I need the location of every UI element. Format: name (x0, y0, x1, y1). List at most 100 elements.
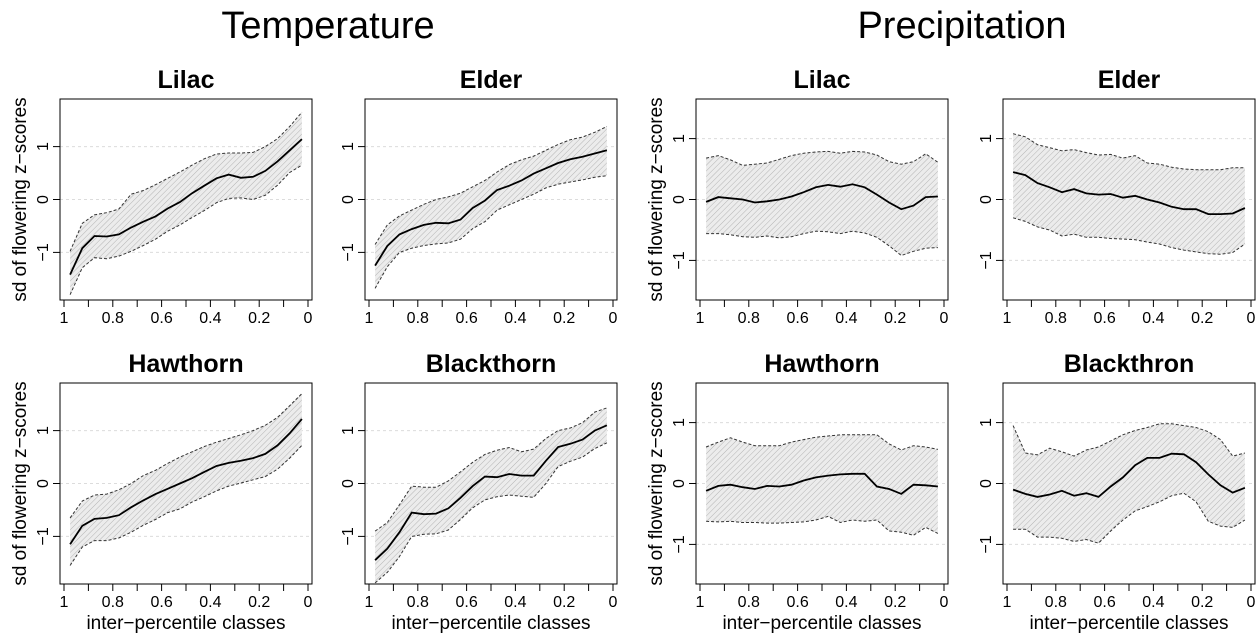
panel-title: Blackthron (1064, 350, 1195, 378)
upper-bound-line (705, 150, 939, 166)
x-tick-label: 0.8 (1045, 310, 1067, 327)
x-tick-label: 0.2 (248, 310, 270, 327)
x-tick-label: 0.6 (455, 594, 477, 611)
panel-title: Elder (1098, 66, 1161, 94)
panels: Lilac 1 0.8 0.6 0.4 0.2 0 −1 0 1 sd of flowering z… (10, 66, 1256, 634)
x-tick-label: 0.2 (248, 594, 270, 611)
y-tick-label: −1 (978, 251, 995, 269)
x-tick-label: 0.4 (504, 594, 526, 611)
upper-bound-line (1012, 423, 1246, 457)
panel-title: Blackthorn (426, 350, 557, 378)
upper-bound-line (69, 393, 303, 519)
x-tick-label: 0.8 (738, 310, 760, 327)
chart-panel-3: Elder 1 0.8 0.6 0.4 0.2 0 −1 0 1 (978, 66, 1256, 327)
panel-title: Lilac (794, 66, 851, 94)
panel-title: Hawthorn (764, 350, 879, 378)
chart-panel-7: Blackthron 1 0.8 0.6 0.4 0.2 0 −1 0 1 inter−percen… (978, 350, 1256, 634)
x-tick-label: 1 (696, 310, 705, 327)
panel-title: Elder (460, 66, 523, 94)
confidence-band (375, 126, 607, 289)
mean-line (374, 149, 608, 267)
x-tick-label: 0.2 (553, 594, 575, 611)
x-tick-label: 1 (365, 594, 374, 611)
y-tick-label: 1 (978, 134, 995, 143)
x-tick-label: 0.2 (1191, 310, 1213, 327)
y-tick-label: 1 (340, 426, 357, 435)
x-tick-label: 0.4 (835, 594, 857, 611)
x-tick-label: 0.6 (1093, 594, 1115, 611)
chart-panel-1: Elder 1 0.8 0.6 0.4 0.2 0 −1 0 1 (340, 66, 618, 327)
x-tick-label: 0.4 (1142, 310, 1164, 327)
y-axis-label: sd of flowering z−scores (646, 381, 667, 585)
confidence-band (706, 434, 938, 536)
x-axis-label: inter−percentile classes (391, 613, 590, 634)
confidence-band (706, 151, 938, 256)
x-tick-label: 0.8 (102, 594, 124, 611)
lower-bound-line (69, 445, 303, 566)
x-tick-label: 1 (60, 594, 69, 611)
chart-panel-2: Lilac 1 0.8 0.6 0.4 0.2 0 −1 0 1 sd of flowering z… (646, 66, 949, 327)
x-tick-label: 0.2 (884, 594, 906, 611)
y-tick-label: −1 (671, 535, 688, 553)
mean-line (69, 418, 303, 545)
y-tick-label: 1 (978, 418, 995, 427)
x-axis-label: inter−percentile classes (722, 613, 921, 634)
x-tick-label: 0.2 (1191, 594, 1213, 611)
x-tick-label: 0.6 (150, 594, 172, 611)
mean-line (1012, 171, 1246, 216)
x-tick-label: 0.4 (199, 310, 221, 327)
y-axis-label: sd of flowering z−scores (10, 381, 31, 585)
y-tick-label: −1 (978, 535, 995, 553)
chart-panel-0: Lilac 1 0.8 0.6 0.4 0.2 0 −1 0 1 sd of flowering z… (10, 66, 313, 327)
confidence-band (375, 407, 607, 583)
y-tick-label: 0 (35, 479, 52, 488)
x-tick-label: 0 (609, 594, 618, 611)
y-tick-label: −1 (340, 527, 357, 545)
x-tick-label: 0.6 (786, 310, 808, 327)
lower-bound-line (1013, 492, 1246, 544)
lower-bound-line (706, 230, 938, 257)
mean-line (705, 472, 938, 495)
y-tick-label: 1 (35, 426, 52, 435)
x-tick-label: 0 (609, 310, 618, 327)
upper-bound-line (69, 111, 303, 252)
lower-bound-line (69, 164, 303, 295)
x-tick-label: 0 (1247, 310, 1256, 327)
y-tick-label: −1 (340, 243, 357, 261)
y-tick-label: −1 (35, 243, 52, 261)
y-tick-label: 1 (35, 142, 52, 151)
x-tick-label: 0.6 (150, 310, 172, 327)
chart-panel-5: Blackthorn 1 0.8 0.6 0.4 0.2 0 −1 0 1 inter−percen… (340, 350, 618, 634)
y-tick-label: 1 (671, 134, 688, 143)
y-tick-label: 0 (35, 195, 52, 204)
upper-bound-line (705, 434, 938, 451)
x-tick-label: 1 (696, 594, 705, 611)
x-tick-label: 0 (1247, 594, 1256, 611)
section-title-precipitation: Precipitation (857, 5, 1066, 47)
y-tick-label: −1 (671, 251, 688, 269)
x-tick-label: 0.8 (407, 310, 429, 327)
upper-bound-line (374, 407, 608, 532)
panel-title: Hawthorn (128, 350, 243, 378)
chart-panel-4: Hawthorn 1 0.8 0.6 0.4 0.2 0 −1 0 1 inter−percenti… (10, 350, 313, 634)
x-tick-label: 1 (365, 310, 374, 327)
y-tick-label: 1 (671, 418, 688, 427)
y-tick-label: 0 (340, 479, 357, 488)
section-title-temperature: Temperature (221, 5, 434, 47)
x-tick-label: 0.2 (553, 310, 575, 327)
y-tick-label: 0 (671, 195, 688, 204)
mean-line (1012, 452, 1246, 498)
x-tick-label: 0.8 (738, 594, 760, 611)
confidence-band (70, 393, 302, 566)
x-tick-label: 0.8 (102, 310, 124, 327)
mean-line (374, 424, 608, 561)
x-tick-label: 0.4 (835, 310, 857, 327)
y-tick-label: 1 (340, 142, 357, 151)
lower-bound-line (706, 515, 939, 536)
lower-bound-line (374, 175, 607, 289)
y-axis-label: sd of flowering z−scores (10, 97, 31, 301)
x-tick-label: 0.8 (407, 594, 429, 611)
x-tick-label: 0.6 (455, 310, 477, 327)
x-tick-label: 0 (940, 594, 949, 611)
